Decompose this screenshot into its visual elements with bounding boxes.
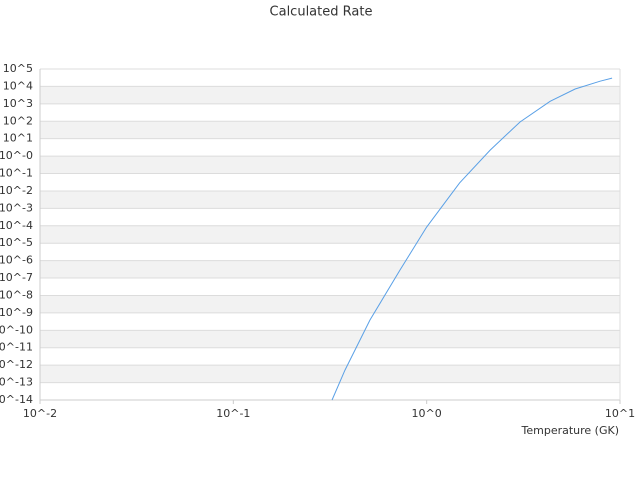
y-tick-label: 10^-5 (0, 236, 33, 249)
x-tick-label: 10^-2 (23, 407, 57, 420)
y-tick-label: 10^-9 (0, 306, 33, 319)
y-tick-label: 10^1 (3, 132, 33, 145)
grid-band (40, 278, 620, 296)
grid-band (40, 347, 620, 366)
grid-band (40, 121, 620, 139)
grid-band (40, 365, 620, 383)
grid-band (40, 138, 620, 157)
y-tick-label: 10^-2 (0, 184, 33, 197)
y-tick-label: 10^-1 (0, 167, 33, 180)
grid-band (40, 225, 620, 244)
grid-band (40, 190, 620, 209)
y-tick-label: 10^-4 (0, 219, 33, 232)
grid-band (40, 208, 620, 226)
x-tick-label: 10^-1 (216, 407, 250, 420)
y-tick-label: 10^-0 (0, 149, 33, 162)
chart-title: Calculated Rate (270, 5, 373, 20)
y-tick-label: 10^3 (3, 97, 33, 110)
y-tick-label: 10^-14 (0, 393, 33, 406)
x-axis-label: Temperature (GK) (521, 424, 620, 437)
y-tick-label: 10^-8 (0, 288, 33, 301)
y-tick-label: 10^4 (3, 79, 33, 92)
y-tick-label: 10^-13 (0, 376, 33, 389)
grid-band (40, 330, 620, 348)
y-tick-label: 10^-11 (0, 341, 33, 354)
y-tick-label: 10^-7 (0, 271, 33, 284)
grid-band (40, 382, 620, 400)
grid-band (40, 295, 620, 313)
grid-band (40, 173, 620, 191)
x-tick-label: 10^1 (605, 407, 635, 420)
grid-band (40, 156, 620, 174)
grid-band (40, 243, 620, 261)
y-tick-label: 10^-6 (0, 254, 33, 267)
y-tick-label: 10^-12 (0, 358, 33, 371)
grid-band (40, 103, 620, 122)
grid-band (40, 260, 620, 279)
grid-band (40, 69, 620, 87)
y-tick-label: 10^5 (3, 62, 33, 75)
y-tick-label: 10^-3 (0, 201, 33, 214)
grid-band (40, 86, 620, 104)
grid-band (40, 312, 620, 331)
x-tick-label: 10^0 (412, 407, 442, 420)
data-line (331, 77, 613, 401)
y-tick-label: 10^-10 (0, 323, 33, 336)
y-tick-label: 10^2 (3, 114, 33, 127)
